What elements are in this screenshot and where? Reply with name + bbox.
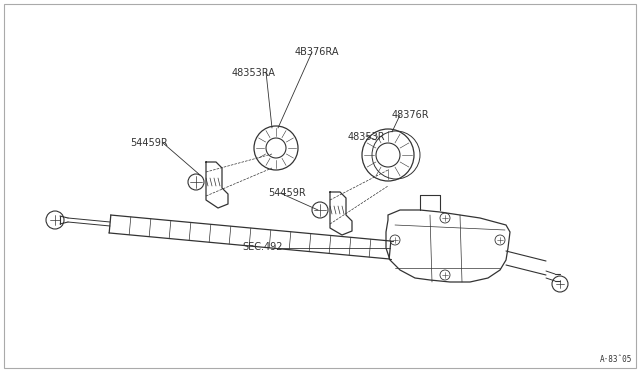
Text: 48353R: 48353R xyxy=(348,132,386,142)
Text: 48376R: 48376R xyxy=(392,110,429,120)
Text: 4B376RA: 4B376RA xyxy=(295,47,339,57)
Text: SEC.492: SEC.492 xyxy=(242,242,282,252)
Text: 54459R: 54459R xyxy=(130,138,168,148)
Text: A·83ˆ05: A·83ˆ05 xyxy=(600,355,632,364)
Text: 54459R: 54459R xyxy=(268,188,306,198)
Text: 48353RA: 48353RA xyxy=(232,68,276,78)
